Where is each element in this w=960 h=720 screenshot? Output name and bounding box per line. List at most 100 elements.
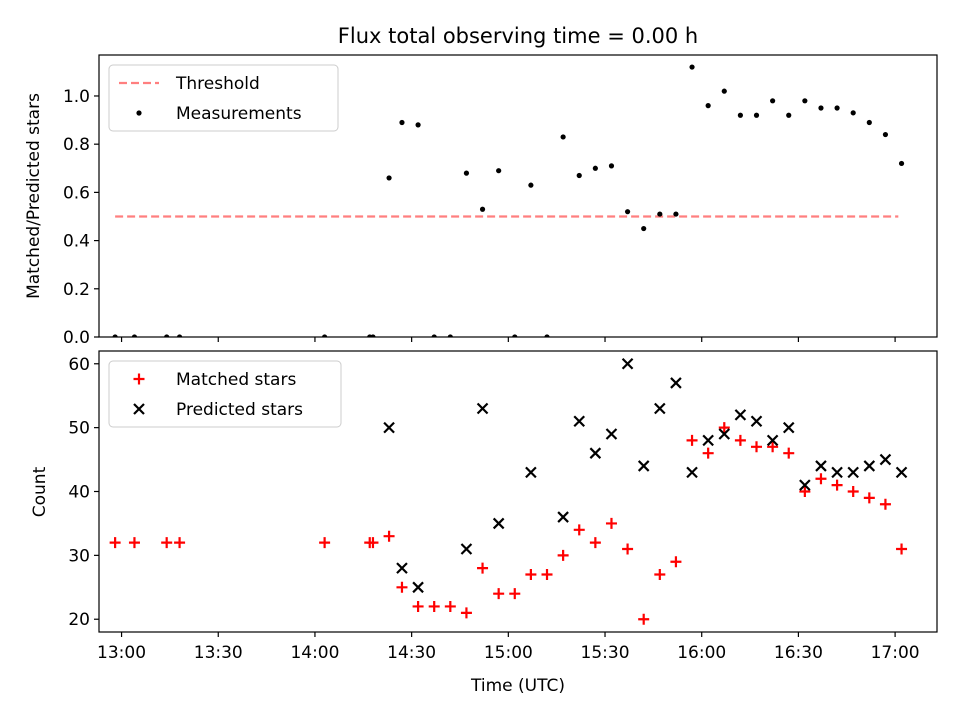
data-point: [702, 434, 714, 447]
data-point: [476, 402, 489, 415]
data-point: [737, 112, 743, 118]
legend-marker: [133, 373, 145, 385]
data-point: [753, 112, 760, 118]
data-point: [383, 421, 395, 434]
data-point: [783, 447, 795, 459]
bottom-axes: 20 30 40 50 60 13:00 13:30 14:00 14:30 15:00 15:30…: [68, 350, 938, 663]
data-point: [428, 600, 440, 612]
x-tick-label: 14:00: [290, 643, 339, 663]
legend-label: Predicted stars: [176, 400, 303, 420]
data-point: [766, 434, 779, 447]
data-point: [622, 543, 634, 555]
data-point: [818, 105, 824, 111]
data-point: [541, 569, 553, 581]
data-point: [847, 466, 859, 479]
legend-marker: [136, 110, 142, 116]
data-point: [621, 357, 634, 370]
data-point: [850, 110, 856, 116]
y-tick-label: 0.6: [63, 183, 90, 203]
data-point: [412, 600, 424, 612]
data-point: [399, 119, 405, 126]
y-tick-label: 1.0: [63, 87, 90, 107]
data-point: [786, 112, 792, 118]
data-point: [721, 88, 727, 94]
data-point: [686, 466, 698, 479]
legend-box: [108, 64, 339, 132]
plot-frame: [98, 54, 938, 338]
data-point: [863, 460, 876, 472]
data-point: [702, 447, 714, 459]
data-point: [670, 556, 682, 568]
y-tick-label: 0.4: [63, 232, 90, 252]
data-point: [322, 334, 328, 337]
legend-marker: [133, 403, 145, 415]
data-point: [161, 537, 173, 549]
data-point: [799, 486, 811, 497]
data-point: [319, 537, 331, 549]
data-point: [750, 415, 763, 428]
data-point: [605, 517, 617, 529]
data-point: [477, 562, 489, 574]
data-point: [734, 409, 747, 421]
x-tick-label: 15:00: [484, 643, 533, 663]
data-point: [512, 334, 518, 337]
data-point: [654, 569, 666, 581]
data-point: [576, 172, 582, 179]
data-point: [573, 524, 585, 536]
x-tick-label: 15:30: [581, 643, 630, 663]
legend-label: Threshold: [175, 74, 260, 94]
y-tick-label: 40: [68, 483, 90, 503]
data-point: [479, 206, 486, 212]
data-point: [670, 377, 682, 389]
data-point: [525, 569, 537, 581]
data-point: [496, 168, 502, 174]
data-point: [463, 170, 470, 176]
data-point: [509, 588, 521, 600]
x-tick-label: 13:30: [194, 643, 243, 663]
data-point: [802, 98, 808, 104]
data-point: [657, 211, 663, 217]
data-point: [386, 175, 392, 181]
data-point: [560, 134, 566, 140]
data-point: [705, 103, 711, 109]
data-point: [557, 511, 569, 523]
x-tick-label: 14:30: [387, 643, 436, 663]
y-tick-label: 20: [68, 610, 90, 630]
data-point: [831, 466, 843, 479]
data-point: [174, 537, 186, 549]
data-point: [370, 334, 376, 337]
data-point: [592, 165, 598, 171]
data-point: [689, 64, 695, 70]
legend-label: Matched stars: [176, 370, 296, 390]
y-tick-label: 30: [68, 546, 90, 566]
y-tick-label: 60: [68, 355, 90, 375]
x-tick-label: 16:30: [774, 643, 823, 663]
data-point: [782, 421, 795, 434]
data-point: [112, 334, 118, 337]
data-point: [673, 211, 679, 217]
data-point: [176, 334, 183, 337]
data-point: [637, 460, 650, 472]
data-point: [544, 334, 550, 337]
data-point: [367, 537, 379, 549]
legend-label: Measurements: [176, 104, 302, 124]
data-point: [718, 422, 730, 434]
data-point: [415, 122, 421, 128]
data-point: [431, 334, 437, 337]
data-point: [164, 334, 170, 337]
data-point: [863, 492, 875, 504]
data-point: [525, 466, 537, 479]
y-tick-label: 50: [68, 419, 90, 439]
x-tick-label: 16:00: [677, 643, 726, 663]
data-point: [589, 447, 602, 459]
data-point: [815, 473, 827, 485]
data-point: [492, 517, 505, 530]
data-point: [815, 460, 827, 472]
data-point: [589, 537, 601, 549]
data-point: [718, 428, 731, 440]
data-point: [751, 441, 763, 453]
chart-title: Flux total observing time = 0.00 h: [338, 24, 698, 48]
data-layer: [112, 64, 905, 337]
data-point: [898, 160, 905, 167]
